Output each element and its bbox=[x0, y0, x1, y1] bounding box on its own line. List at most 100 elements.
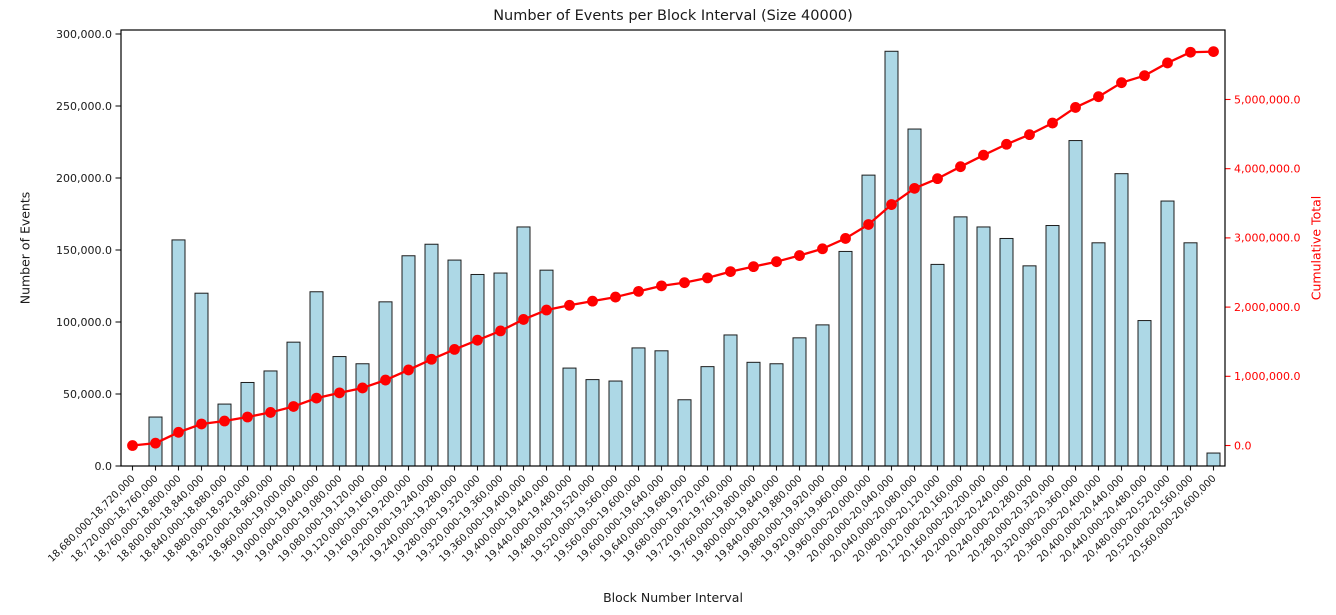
bar bbox=[1206, 452, 1221, 467]
cumulative-point bbox=[1208, 46, 1219, 57]
cumulative-point bbox=[265, 407, 276, 418]
cumulative-point bbox=[173, 426, 184, 438]
bar bbox=[838, 250, 853, 467]
bar bbox=[930, 263, 945, 467]
bar bbox=[355, 363, 370, 467]
cumulative-point bbox=[978, 149, 989, 161]
cumulative-point bbox=[633, 285, 644, 297]
y-axis-tick-label: 100,000.0 bbox=[56, 316, 112, 329]
bar bbox=[953, 216, 968, 467]
bar bbox=[700, 366, 715, 467]
bar bbox=[309, 291, 324, 467]
plot-border bbox=[120, 29, 1226, 467]
cumulative-point bbox=[587, 295, 598, 307]
bar bbox=[654, 350, 669, 467]
cumulative-point bbox=[817, 243, 828, 255]
y-axis-tick-label: 200,000.0 bbox=[56, 172, 112, 185]
bar bbox=[1114, 173, 1129, 467]
bar bbox=[608, 380, 623, 467]
bar bbox=[539, 269, 554, 467]
bar bbox=[1160, 200, 1175, 467]
y-axis-tick-label: 0.0 bbox=[95, 460, 113, 473]
y2-axis-tick-label: 5,000,000.0 bbox=[1234, 93, 1300, 106]
bar bbox=[769, 363, 784, 467]
x-axis-label: Block Number Interval bbox=[603, 590, 743, 605]
cumulative-point bbox=[840, 233, 851, 244]
cumulative-point bbox=[702, 272, 713, 284]
cumulative-point bbox=[288, 401, 299, 412]
cumulative-point bbox=[541, 304, 552, 316]
cumulative-point bbox=[1139, 70, 1150, 82]
cumulative-point bbox=[196, 418, 207, 430]
y2-axis-tick-label: 1,000,000.0 bbox=[1234, 370, 1300, 383]
y2-axis-tick-label: 3,000,000.0 bbox=[1234, 232, 1300, 245]
cumulative-point bbox=[150, 437, 161, 449]
bar bbox=[401, 255, 416, 467]
bar bbox=[1091, 242, 1106, 467]
cumulative-point bbox=[1162, 57, 1173, 69]
bar bbox=[447, 259, 462, 467]
cumulative-point bbox=[426, 353, 437, 365]
cumulative-point bbox=[771, 256, 782, 268]
chart-title: Number of Events per Block Interval (Siz… bbox=[493, 8, 853, 24]
cumulative-point bbox=[748, 261, 759, 273]
y-axis-tick-label: 50,000.0 bbox=[63, 388, 112, 401]
y-axis-label-left: Number of Events bbox=[17, 191, 33, 305]
cumulative-point bbox=[127, 440, 138, 451]
bar bbox=[746, 361, 761, 467]
y-axis-tick-label: 250,000.0 bbox=[56, 100, 112, 113]
cumulative-point bbox=[955, 161, 966, 173]
bar bbox=[999, 237, 1014, 467]
bar bbox=[562, 367, 577, 467]
cumulative-point bbox=[1093, 91, 1104, 103]
bar bbox=[631, 347, 646, 467]
cumulative-point bbox=[656, 280, 667, 292]
bar bbox=[815, 324, 830, 467]
cumulative-point bbox=[357, 382, 368, 394]
bar bbox=[1068, 140, 1083, 467]
bar bbox=[332, 356, 347, 467]
cumulative-point bbox=[1024, 129, 1035, 141]
bar bbox=[861, 174, 876, 467]
bar bbox=[677, 399, 692, 467]
bar bbox=[240, 381, 255, 467]
cumulative-point bbox=[794, 250, 805, 261]
y2-axis-tick-label: 0.0 bbox=[1234, 439, 1252, 452]
cumulative-point bbox=[679, 277, 690, 289]
bar bbox=[1022, 265, 1037, 467]
bar bbox=[217, 403, 232, 467]
cumulative-point bbox=[610, 291, 621, 303]
y-axis-label-right: Cumulative Total bbox=[1308, 195, 1324, 301]
cumulative-point bbox=[219, 415, 230, 427]
cumulative-point bbox=[334, 387, 345, 399]
bar bbox=[516, 226, 531, 467]
bar bbox=[884, 50, 899, 467]
cumulative-point bbox=[1001, 138, 1012, 150]
cumulative-point bbox=[1116, 77, 1127, 89]
bar bbox=[470, 273, 485, 467]
bar bbox=[723, 334, 738, 467]
bar bbox=[907, 128, 922, 467]
y2-axis-tick-label: 4,000,000.0 bbox=[1234, 162, 1300, 175]
cumulative-point bbox=[1185, 46, 1196, 58]
bar bbox=[194, 292, 209, 467]
cumulative-point bbox=[1047, 117, 1058, 129]
bar bbox=[792, 337, 807, 467]
cumulative-point bbox=[1070, 102, 1081, 113]
bar bbox=[1045, 225, 1060, 467]
cumulative-point bbox=[932, 173, 943, 185]
y2-axis-tick-label: 2,000,000.0 bbox=[1234, 301, 1300, 314]
bar bbox=[585, 379, 600, 467]
bar bbox=[976, 226, 991, 467]
cumulative-point bbox=[472, 334, 483, 346]
bar bbox=[263, 370, 278, 467]
bar bbox=[1183, 242, 1198, 467]
cumulative-point bbox=[449, 343, 460, 355]
cumulative-point bbox=[518, 314, 529, 325]
cumulative-point bbox=[311, 392, 322, 404]
cumulative-point bbox=[380, 374, 391, 386]
cumulative-point bbox=[863, 219, 874, 230]
cumulative-point bbox=[886, 199, 897, 210]
